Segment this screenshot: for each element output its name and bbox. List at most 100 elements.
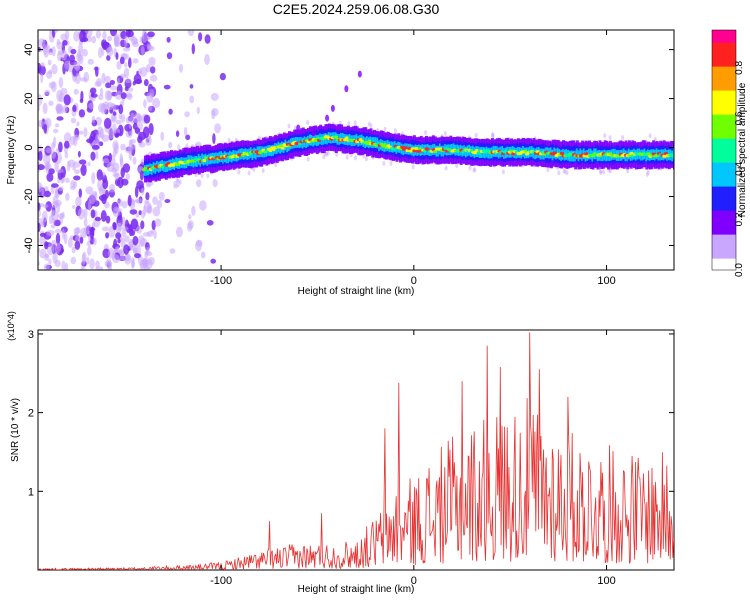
heatmap-cell [599, 169, 603, 175]
colorbar-swatch [712, 62, 736, 67]
heatmap-cell [204, 34, 211, 44]
heatmap-cell [137, 68, 143, 75]
heatmap-cell [325, 151, 329, 157]
heatmap-cell [75, 196, 82, 208]
figure-title: C2E5.2024.259.06.08.G30 [273, 1, 440, 17]
heatmap-cell [77, 208, 85, 220]
heatmap-cell [124, 62, 128, 68]
heatmap-cell [114, 207, 122, 213]
heatmap-cell [322, 154, 326, 160]
heatmap-cell [104, 90, 112, 101]
heatmap-cell [621, 135, 625, 141]
heatmap-cell [132, 156, 137, 165]
colorbar-tick-label: 0.6 [734, 111, 745, 125]
heatmap-cell [62, 40, 68, 46]
heatmap-cell [103, 117, 112, 129]
heatmap-cell [50, 224, 56, 229]
colorbar-tick-label: 0.0 [734, 263, 745, 277]
colorbar-swatch [712, 102, 736, 107]
heatmap-cell [38, 209, 41, 218]
y-tick-label: 3 [28, 329, 34, 341]
heatmap-cell [364, 156, 368, 162]
heatmap-cell [147, 31, 155, 38]
heatmap-cell [66, 160, 71, 172]
colorbar-swatch [712, 66, 736, 71]
heatmap-cell [95, 134, 100, 142]
heatmap-cell [79, 98, 84, 104]
snr-multiplier: (x10^4) [6, 311, 16, 341]
heatmap-cell [112, 222, 117, 231]
colorbar-swatch [712, 242, 736, 247]
x-tick-label: 100 [597, 275, 615, 287]
heatmap-cell [108, 247, 114, 259]
heatmap-cell [407, 146, 412, 151]
heatmap-cell [369, 123, 373, 129]
heatmap-cell [42, 44, 51, 50]
heatmap-cell [47, 59, 52, 66]
heatmap-cell [214, 123, 222, 134]
heatmap-cell [168, 108, 173, 115]
heatmap-cell [54, 229, 63, 234]
heatmap-cell [128, 57, 132, 68]
heatmap-cell [189, 95, 195, 104]
colorbar-swatch [712, 30, 736, 35]
heatmap-cell [149, 74, 158, 82]
colorbar-tick-label: 0.8 [734, 61, 745, 75]
heatmap-cell [120, 73, 127, 79]
heatmap-cell [45, 201, 52, 212]
heatmap-cell [608, 168, 612, 174]
heatmap-cell [98, 47, 103, 59]
heatmap-cell [113, 143, 119, 155]
heatmap-cell [84, 30, 93, 38]
heatmap-cell [53, 219, 61, 227]
heatmap-cell [195, 240, 202, 252]
heatmap-cell [76, 121, 80, 127]
heatmap-cell [124, 235, 130, 243]
heatmap-cell [437, 145, 441, 157]
heatmap-cell [474, 132, 478, 138]
colorbar-swatch [712, 126, 736, 131]
heatmap-cell [88, 199, 92, 212]
heatmap-cell [101, 226, 110, 232]
heatmap-cell [382, 160, 386, 166]
heatmap-cell [109, 85, 118, 91]
heatmap-cell [109, 183, 116, 193]
colorbar-swatch [712, 234, 736, 239]
heatmap-cell [143, 205, 147, 216]
x-tick-label: 0 [411, 575, 417, 587]
heatmap-cell [125, 173, 130, 181]
heatmap-cell [311, 129, 316, 137]
heatmap-cell [51, 239, 57, 246]
heatmap-cell [112, 123, 117, 134]
heatmap-cell [128, 238, 134, 250]
heatmap-cell [139, 170, 144, 181]
heatmap-cell [602, 169, 605, 175]
colorbar-swatch [712, 250, 736, 255]
heatmap-cell [145, 246, 150, 256]
heatmap-cell [130, 112, 135, 125]
heatmap-cell [191, 43, 195, 55]
heatmap-cell [79, 236, 84, 244]
heatmap-cell [125, 116, 131, 125]
heatmap-cell [99, 87, 104, 97]
colorbar-swatch [712, 266, 736, 271]
heatmap-cell [584, 152, 589, 156]
heatmap-cell [145, 64, 152, 73]
heatmap-cell [70, 117, 77, 124]
heatmap-cell [91, 35, 97, 44]
heatmap-cell [296, 124, 301, 132]
heatmap-cell [563, 169, 567, 175]
heatmap-cell [187, 30, 195, 37]
colorbar-swatch [712, 118, 736, 123]
heatmap-cell [189, 84, 194, 89]
heatmap-cell [38, 150, 43, 162]
heatmap-cell [608, 135, 612, 141]
heatmap-cell [119, 153, 124, 165]
colorbar-swatch [712, 150, 736, 155]
heatmap-cell [78, 130, 84, 135]
heatmap-cell [56, 39, 61, 46]
heatmap-cell [148, 123, 154, 135]
heatmap-cell [88, 102, 95, 110]
heatmap-cell [55, 233, 61, 245]
heatmap-cell [347, 121, 351, 127]
